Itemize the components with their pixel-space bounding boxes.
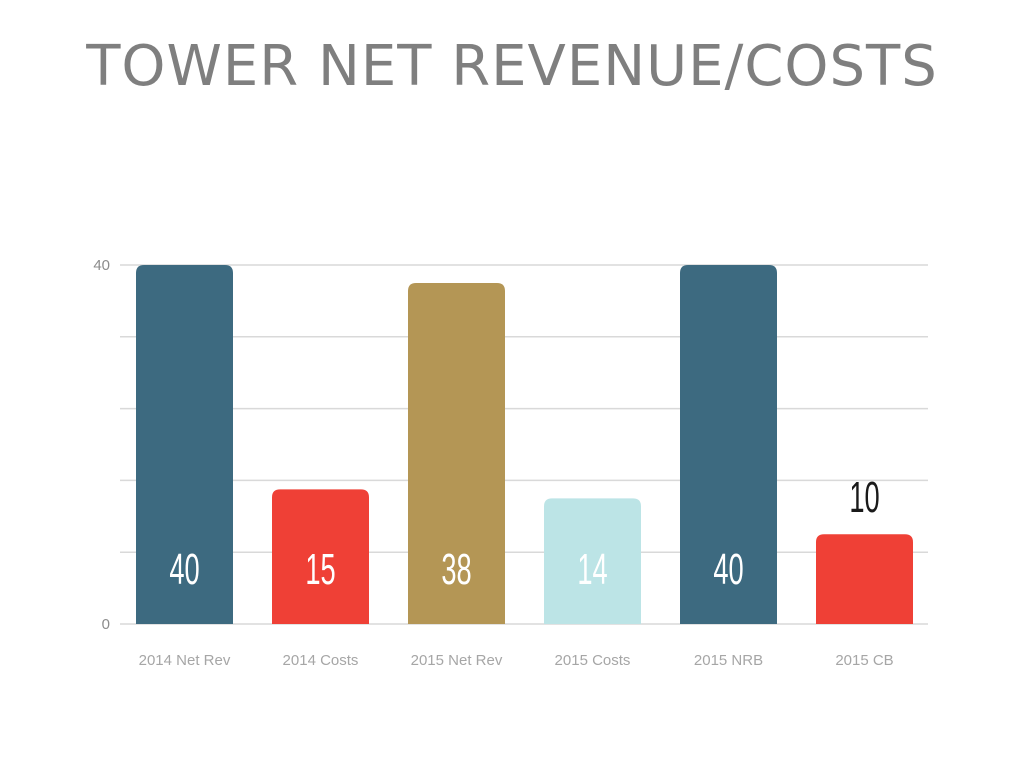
y-tick-label: 0 — [102, 616, 110, 633]
x-category-label: 2015 NRB — [694, 652, 763, 669]
y-tick-label: 40 — [93, 257, 110, 274]
data-label: 15 — [305, 544, 335, 593]
data-label: 10 — [849, 473, 879, 522]
data-label: 14 — [577, 544, 607, 593]
x-axis-categories: 2014 Net Rev 2014 Costs 2015 Net Rev 2015 C… — [139, 652, 894, 669]
bar — [408, 282, 505, 624]
bar — [816, 534, 913, 624]
x-category-label: 2015 Costs — [555, 652, 631, 669]
bar — [544, 498, 641, 624]
data-label: 40 — [169, 544, 199, 593]
x-category-label: 2014 Net Rev — [139, 652, 231, 669]
data-label: 38 — [441, 544, 471, 593]
gridlines — [120, 264, 928, 625]
bar — [680, 265, 777, 624]
bars — [136, 265, 913, 624]
bar — [136, 265, 233, 624]
data-labels: 40 15 38 14 40 10 — [169, 473, 879, 594]
chart-title: TOWER NET REVENUE/COSTS — [86, 34, 938, 99]
x-category-label: 2015 CB — [835, 652, 893, 669]
data-label: 40 — [713, 544, 743, 593]
x-category-label: 2014 Costs — [283, 652, 359, 669]
y-axis-ticks: 0 40 — [93, 257, 110, 633]
bar — [272, 489, 369, 624]
x-category-label: 2015 Net Rev — [411, 652, 503, 669]
